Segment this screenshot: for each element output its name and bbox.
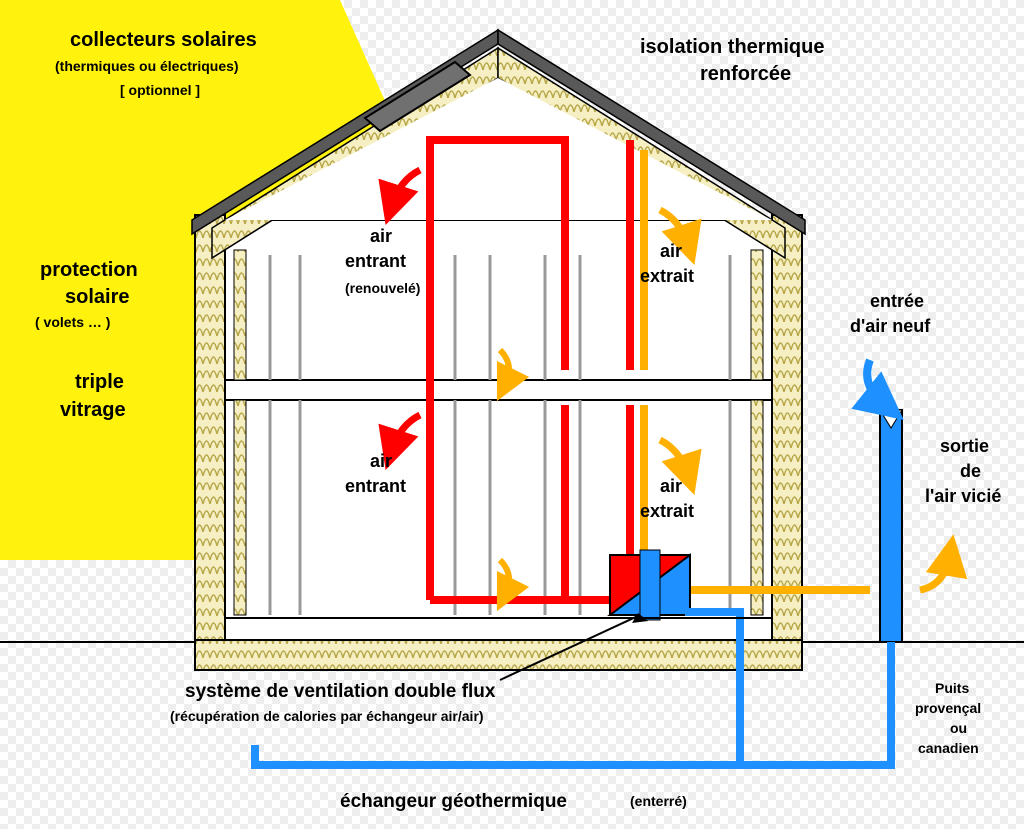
label-insulation-1: isolation thermique bbox=[640, 35, 824, 60]
flow-arrow-fresh bbox=[867, 360, 885, 405]
floor-slab bbox=[225, 380, 772, 400]
label-collectors-title: collecteurs solaires bbox=[70, 28, 257, 53]
label-protection-1: protection bbox=[40, 258, 138, 283]
label-protection-3: ( volets … ) bbox=[35, 314, 110, 332]
diagram-svg bbox=[0, 0, 1024, 829]
label-air-in-1: air bbox=[370, 225, 392, 248]
wall-right-insulation bbox=[772, 215, 802, 645]
label-triple-2: vitrage bbox=[60, 398, 126, 423]
label-vent-2: (récupération de calories par échangeur … bbox=[170, 708, 484, 726]
label-protection-2: solaire bbox=[65, 285, 129, 310]
vent-stack bbox=[880, 410, 902, 642]
label-air-out-low-2: extrait bbox=[640, 500, 694, 523]
label-geo-1: échangeur géothermique bbox=[340, 790, 567, 814]
label-air-out-2: extrait bbox=[640, 265, 694, 288]
label-stale-1: sortie bbox=[940, 435, 989, 458]
label-stale-2: de bbox=[960, 460, 981, 483]
label-air-in-3: (renouvelé) bbox=[345, 280, 420, 298]
floor-insulation bbox=[195, 640, 802, 670]
label-well-4: canadien bbox=[918, 740, 979, 758]
label-stale-3: l'air vicié bbox=[925, 485, 1001, 508]
window-post bbox=[751, 250, 763, 380]
label-air-out-low-1: air bbox=[660, 475, 682, 498]
heat-exchanger-core bbox=[640, 550, 660, 620]
label-air-in-low-2: entrant bbox=[345, 475, 406, 498]
label-triple-1: triple bbox=[75, 370, 124, 395]
window-post bbox=[234, 400, 246, 615]
label-well-1: Puits bbox=[935, 680, 969, 698]
label-vent-1: système de ventilation double flux bbox=[185, 680, 495, 704]
label-insulation-2: renforcée bbox=[700, 62, 791, 87]
label-well-3: ou bbox=[950, 720, 967, 738]
label-geo-2: (enterré) bbox=[630, 793, 687, 811]
flow-arrow-out bbox=[920, 555, 950, 590]
label-air-out-1: air bbox=[660, 240, 682, 263]
label-air-in-2: entrant bbox=[345, 250, 406, 273]
label-well-2: provençal bbox=[915, 700, 981, 718]
label-collectors-sub1: (thermiques ou électriques) bbox=[55, 58, 239, 76]
label-fresh-2: d'air neuf bbox=[850, 315, 930, 338]
window-post bbox=[751, 400, 763, 615]
window-post bbox=[234, 250, 246, 380]
label-fresh-1: entrée bbox=[870, 290, 924, 313]
label-air-in-low-1: air bbox=[370, 450, 392, 473]
label-collectors-sub2: [ optionnel ] bbox=[120, 82, 200, 100]
wall-left-insulation bbox=[195, 215, 225, 645]
